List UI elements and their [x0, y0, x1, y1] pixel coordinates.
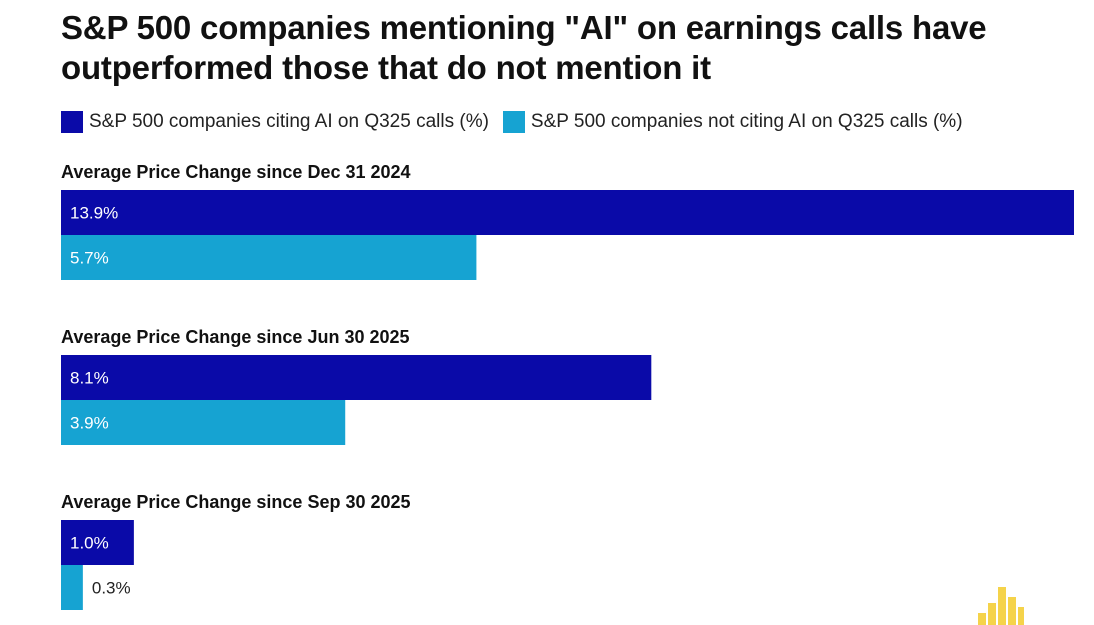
legend-item-not-citing-ai: S&P 500 companies not citing AI on Q325 … [502, 111, 963, 133]
data-label: 5.7% [70, 249, 109, 268]
legend-label-citing-ai: S&P 500 companies citing AI on Q325 call… [89, 111, 489, 132]
group-label: Average Price Change since Dec 31 2024 [61, 162, 411, 182]
bar-not-citing-ai [61, 400, 346, 445]
group-label: Average Price Change since Sep 30 2025 [61, 492, 411, 512]
data-label: 1.0% [70, 534, 109, 553]
bar-not-citing-ai [61, 565, 83, 610]
legend: S&P 500 companies citing AI on Q325 call… [61, 111, 977, 133]
group-label: Average Price Change since Jun 30 2025 [61, 327, 410, 347]
legend-swatch-not-citing-ai [502, 111, 525, 133]
legend-item-citing-ai: S&P 500 companies citing AI on Q325 call… [61, 111, 489, 133]
data-label: 0.3% [92, 579, 131, 598]
bar-citing-ai [61, 355, 652, 400]
bar-citing-ai [61, 520, 134, 565]
data-label: 13.9% [70, 204, 118, 223]
data-label: 8.1% [70, 369, 109, 388]
bar-not-citing-ai [61, 235, 477, 280]
bar-chart-logo-icon [978, 587, 1024, 625]
legend-swatch-citing-ai [61, 111, 83, 133]
data-label: 3.9% [70, 414, 109, 433]
chart-title: S&P 500 companies mentioning "AI" on ear… [61, 9, 987, 86]
legend-label-not-citing-ai: S&P 500 companies not citing AI on Q325 … [530, 111, 963, 132]
bar-citing-ai [61, 190, 1074, 235]
